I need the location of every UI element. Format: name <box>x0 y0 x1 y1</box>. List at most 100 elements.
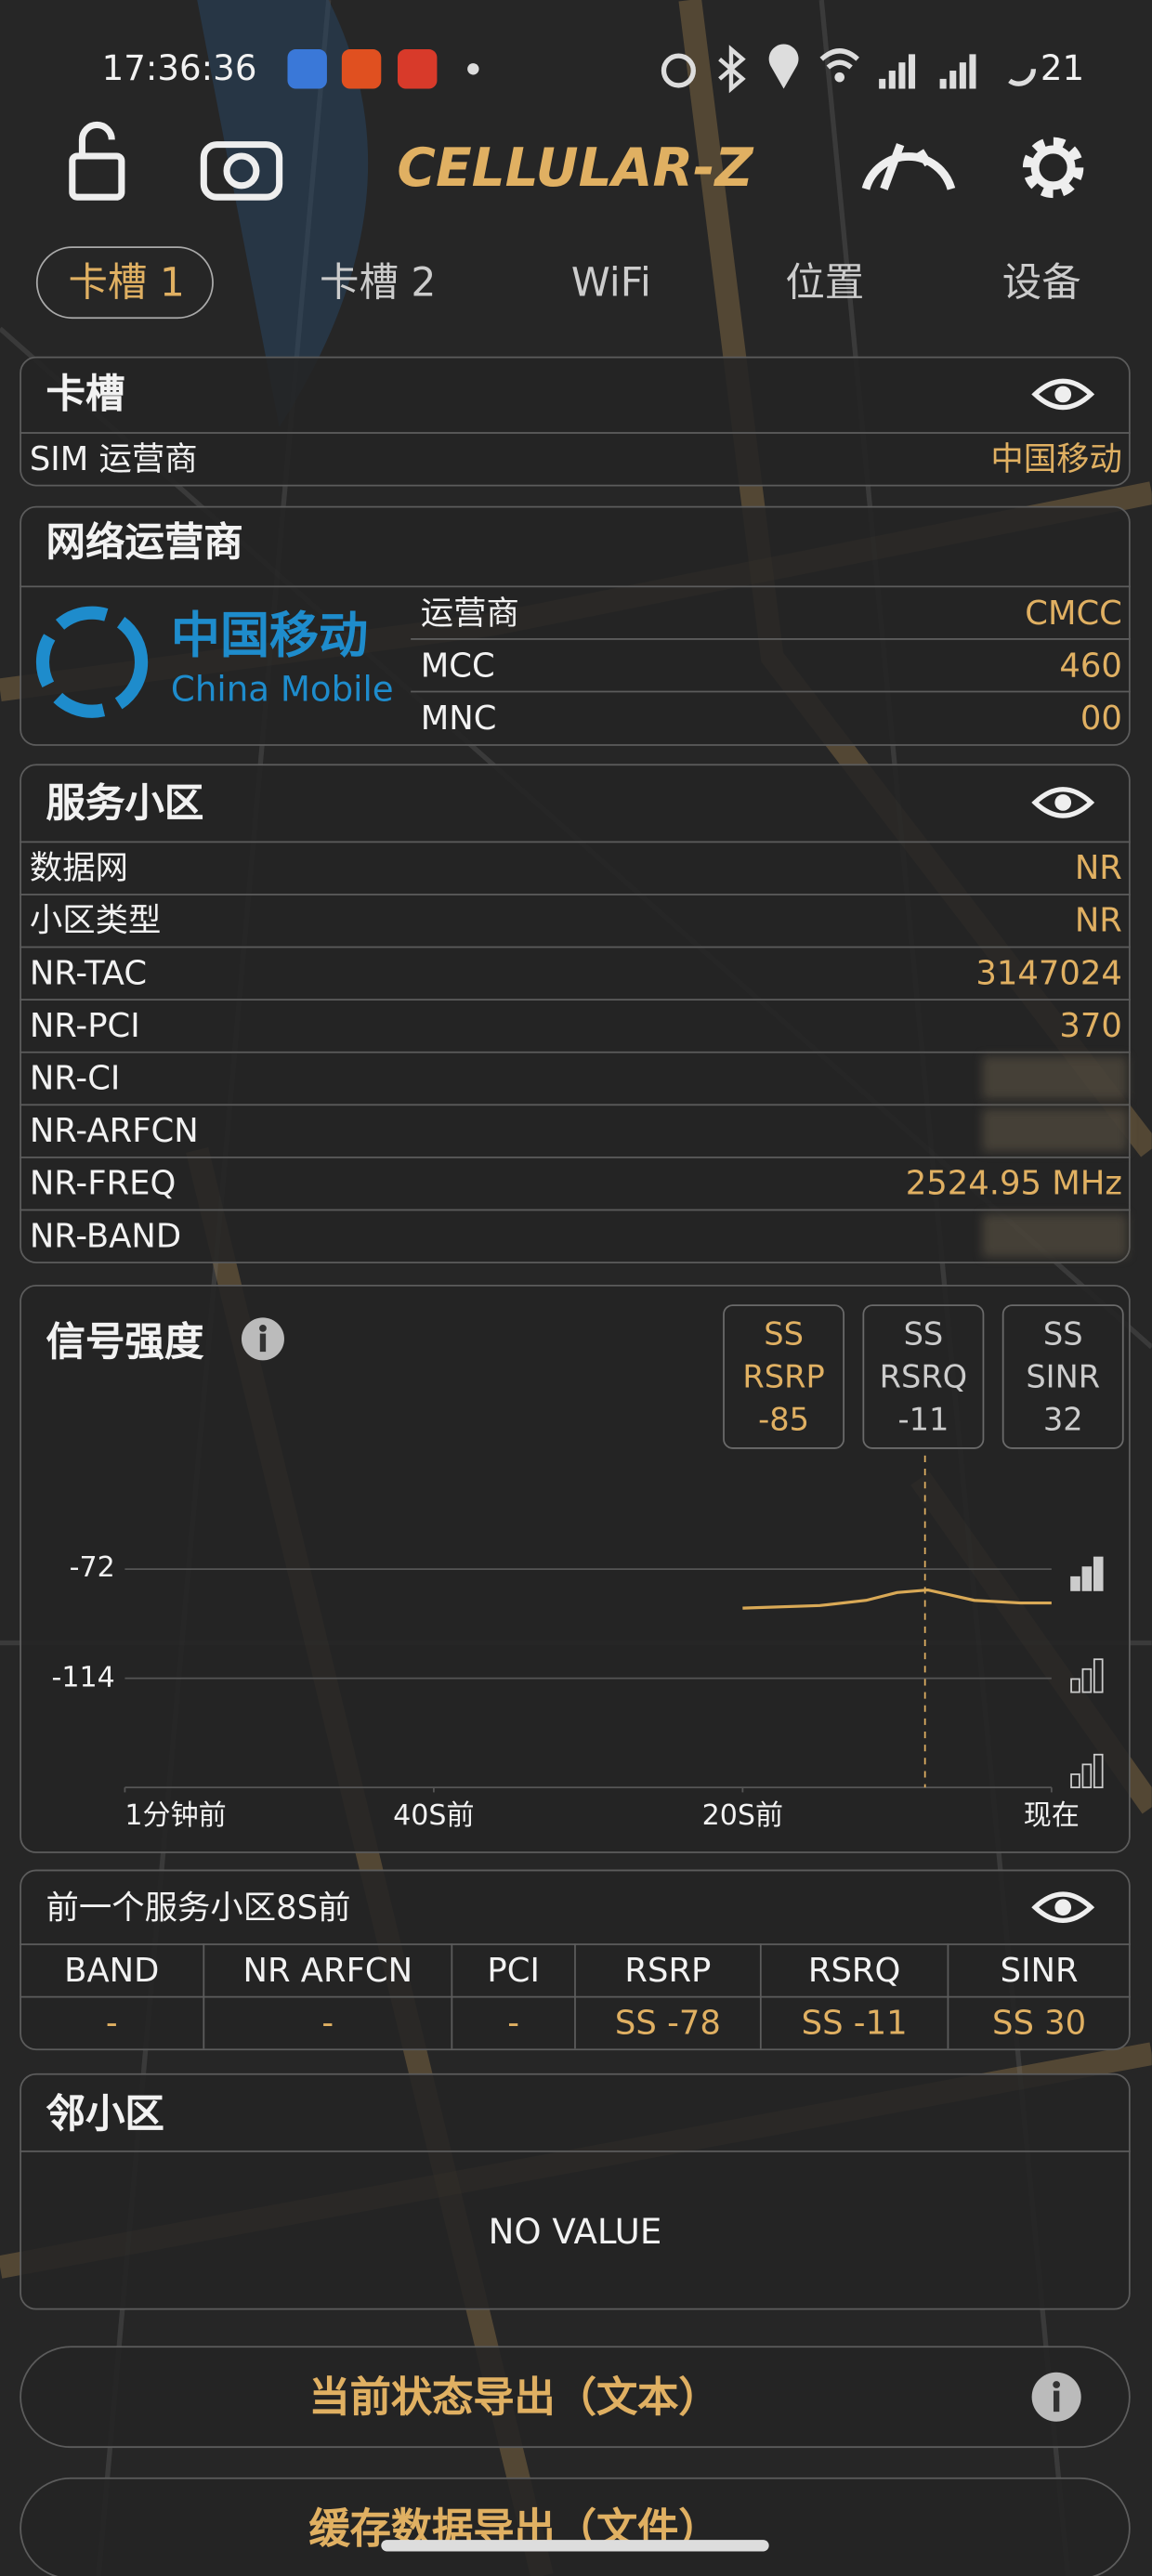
camera-icon[interactable] <box>200 141 283 201</box>
quality-bars <box>1081 1566 1093 1591</box>
info-dot <box>1053 2381 1061 2388</box>
row-divider <box>20 432 1131 434</box>
metric-text: -11 <box>897 1402 949 1439</box>
y-tick-label: -72 <box>69 1551 115 1585</box>
panel <box>20 764 1131 1263</box>
quality-bars <box>1070 1678 1080 1693</box>
tab[interactable]: WiFi <box>570 259 651 306</box>
row-value: 中国移动 <box>990 438 1122 478</box>
redacted-value <box>982 1056 1128 1100</box>
tab-active <box>35 246 214 320</box>
empty-message: NO VALUE <box>488 2212 662 2252</box>
col-header: BAND <box>64 1950 160 1990</box>
metric-text: 32 <box>1042 1402 1083 1439</box>
x-tick-label: 现在 <box>1023 1799 1080 1833</box>
row-divider <box>20 1157 1131 1158</box>
signal-bars <box>939 78 947 89</box>
quality-bars <box>1093 1556 1104 1591</box>
signal-bars <box>888 71 896 89</box>
col-value: - <box>321 2002 334 2043</box>
row-divider <box>20 841 1131 843</box>
lock-shackle <box>78 121 115 157</box>
tab[interactable]: 卡槽 2 <box>320 259 437 306</box>
app-icon <box>341 49 382 89</box>
panel-title: 卡槽 <box>46 371 125 418</box>
row-value: 460 <box>1059 646 1122 686</box>
metric-text: RSRP <box>742 1359 825 1396</box>
row-divider <box>20 1104 1131 1106</box>
panel <box>20 505 1131 746</box>
quality-bars <box>1093 1753 1104 1789</box>
row-divider <box>20 946 1131 948</box>
eye-outline <box>1031 1891 1095 1923</box>
row-value: 3147024 <box>975 952 1122 993</box>
settings-icon[interactable] <box>1022 137 1084 199</box>
panel-title: 前一个服务小区8S前 <box>46 1888 351 1928</box>
wifi-dot <box>834 72 845 83</box>
eye-icon[interactable] <box>1031 378 1095 411</box>
lock-icon[interactable] <box>69 152 125 201</box>
app-title: CELLULAR-Z <box>397 136 753 199</box>
quality-bars <box>1081 1667 1093 1693</box>
col-header: NR ARFCN <box>242 1950 413 1990</box>
row-value: 2524.95 MHz <box>905 1163 1122 1203</box>
col-value: SS -78 <box>614 2002 721 2043</box>
signal-bars <box>959 62 966 89</box>
eye-icon[interactable] <box>1031 1891 1095 1923</box>
home-indicator <box>381 2540 769 2552</box>
quality-bars <box>1070 1773 1080 1789</box>
row-divider <box>20 999 1131 1001</box>
row-label: 数据网 <box>29 847 128 887</box>
redacted-value <box>982 1213 1128 1257</box>
button[interactable] <box>20 2346 1131 2449</box>
panel <box>20 356 1131 487</box>
signal-bars <box>898 62 906 89</box>
eye-pupil <box>1054 386 1072 403</box>
col-value: - <box>105 2002 118 2043</box>
metric-text: SS <box>764 1316 804 1353</box>
col-header: RSRP <box>624 1950 712 1990</box>
row-label: NR-PCI <box>29 1005 140 1045</box>
status-time: 17:36:36 <box>101 48 257 88</box>
row-divider <box>20 1209 1131 1211</box>
signal-bars <box>969 54 976 89</box>
tab[interactable]: 设备 <box>1001 259 1081 306</box>
redacted-value <box>982 1108 1128 1152</box>
x-tick-label: 40S前 <box>393 1799 475 1833</box>
button-label: 当前状态导出（文本） <box>308 2373 720 2421</box>
gauge-icon[interactable] <box>861 143 956 190</box>
metric-text: -85 <box>758 1402 810 1439</box>
quality-bars <box>1081 1763 1093 1789</box>
row-divider <box>20 2150 1131 2152</box>
settings-core <box>1030 145 1076 190</box>
panel-title: 服务小区 <box>46 779 204 826</box>
col-value: SS 30 <box>991 2002 1087 2043</box>
signal-bars <box>949 71 957 89</box>
tab[interactable]: 位置 <box>785 259 865 306</box>
row-divider <box>20 1051 1131 1053</box>
row-label: MCC <box>420 646 495 686</box>
metric-text: RSRQ <box>879 1359 968 1396</box>
metric-box <box>1001 1304 1124 1449</box>
wifi-icon <box>819 48 859 70</box>
alarm-icon <box>661 53 696 88</box>
quality-bars <box>1093 1658 1104 1693</box>
dot <box>467 63 479 75</box>
tab[interactable]: 卡槽 1 <box>68 259 185 306</box>
panel-title: 信号强度 <box>46 1319 204 1366</box>
panel-title: 网络运营商 <box>46 518 243 566</box>
eye-outline <box>1031 378 1095 411</box>
metric-box <box>862 1304 985 1449</box>
metric-text: SINR <box>1026 1359 1101 1396</box>
button[interactable] <box>20 2477 1131 2576</box>
col-header: PCI <box>487 1950 540 1990</box>
app-icon <box>397 49 438 89</box>
row-label: 小区类型 <box>29 900 162 940</box>
col-header: RSRQ <box>807 1950 901 1990</box>
row-value: 370 <box>1059 1005 1122 1045</box>
y-tick-label: -114 <box>51 1661 115 1694</box>
eye-icon[interactable] <box>1031 787 1095 818</box>
panel <box>20 2073 1131 2310</box>
eye-outline <box>1031 787 1095 818</box>
